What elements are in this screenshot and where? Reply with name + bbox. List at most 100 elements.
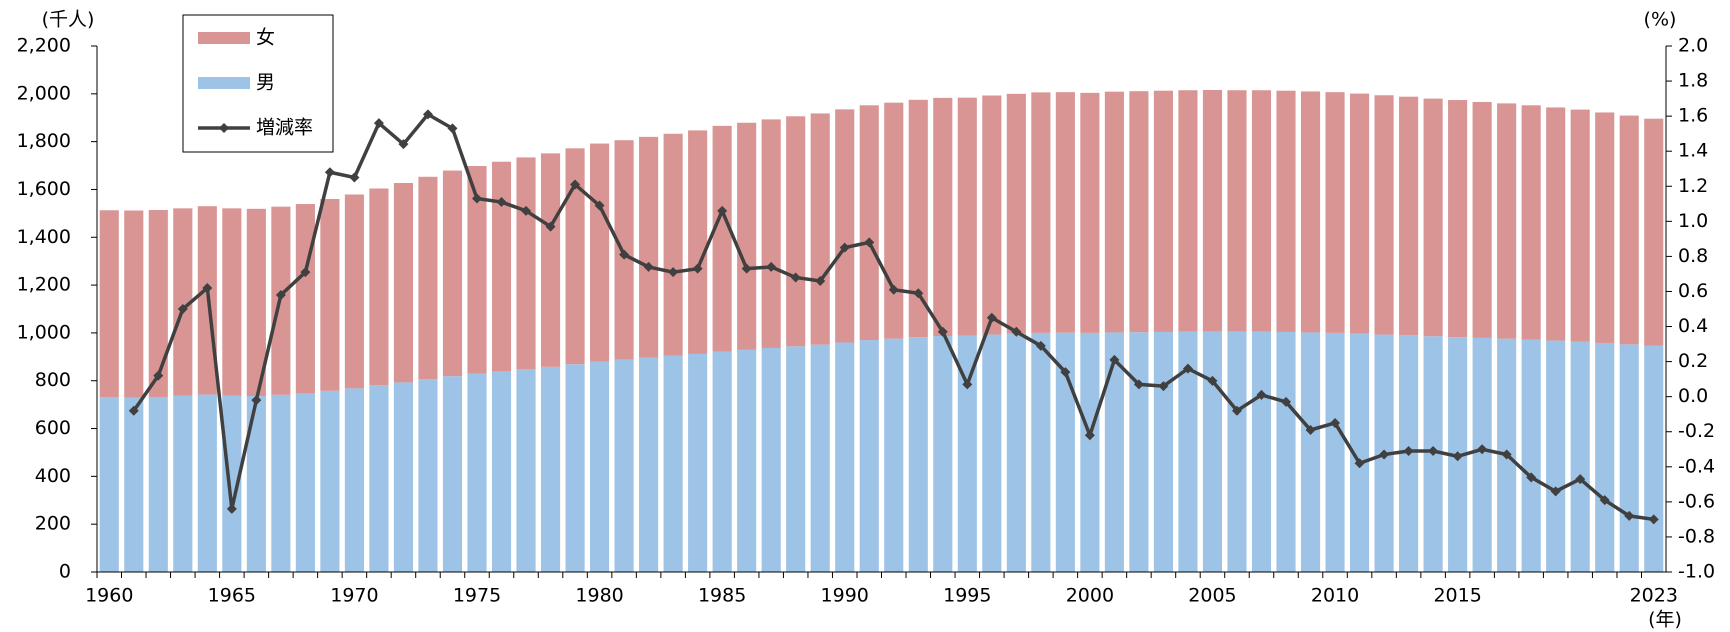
y2-tick-label: -1.0 (1678, 561, 1715, 583)
marker (545, 221, 556, 232)
y2-tick-label: -0.4 (1678, 455, 1715, 477)
x-tick-label: 1960 (85, 585, 133, 607)
bar (590, 361, 610, 572)
marker (888, 284, 899, 295)
bar (491, 161, 512, 372)
marker (202, 282, 213, 293)
x-tick-label: 1980 (575, 585, 623, 607)
bar (1178, 90, 1198, 332)
bar (540, 153, 561, 367)
marker (1084, 430, 1095, 441)
bar (1276, 331, 1296, 572)
marker (398, 139, 409, 150)
marker (496, 197, 507, 208)
marker (1133, 379, 1144, 390)
y2-tick-label: 0.2 (1678, 350, 1708, 372)
marker (1452, 451, 1463, 462)
bar (1325, 92, 1345, 333)
marker (177, 304, 188, 314)
bar (835, 342, 855, 572)
y-unit-label: (千人) (42, 9, 95, 31)
bar (933, 336, 953, 572)
bar (124, 210, 144, 398)
bar (99, 396, 119, 572)
marker (447, 123, 458, 134)
x-tick-label: 2015 (1433, 585, 1481, 607)
bar (246, 396, 266, 572)
bar (1251, 90, 1272, 332)
marker (986, 312, 997, 323)
bar (1619, 344, 1639, 572)
marker (668, 267, 679, 278)
legend-label: 男 (256, 72, 275, 94)
x-tick-label: 1995 (943, 585, 991, 607)
bar (1006, 333, 1026, 572)
bar (982, 95, 1002, 335)
y2-tick-label: 0.6 (1678, 280, 1708, 302)
bar (884, 102, 904, 339)
x-tick-label: 2000 (1066, 585, 1114, 607)
x-tick-label: 1985 (698, 585, 746, 607)
bar (810, 344, 830, 572)
y-tick-label: 1,000 (17, 321, 71, 343)
marker (300, 267, 311, 278)
bar (148, 210, 168, 397)
bar (295, 204, 315, 394)
bar (688, 353, 708, 572)
bar (1472, 337, 1492, 572)
bar (712, 125, 732, 352)
bar (1521, 339, 1541, 572)
bar (516, 157, 536, 370)
bar (1497, 103, 1517, 339)
bar (222, 208, 242, 396)
bar (590, 143, 610, 362)
bar (1644, 345, 1664, 572)
bar (369, 188, 389, 386)
bar (957, 97, 977, 336)
marker (1281, 396, 1292, 407)
marker (570, 179, 581, 190)
marker (1550, 486, 1561, 497)
marker (1354, 458, 1365, 469)
marker (1256, 389, 1267, 400)
bar (1570, 341, 1590, 572)
marker (1379, 449, 1390, 460)
y2-tick-label: -0.6 (1678, 490, 1715, 512)
marker (1403, 446, 1414, 457)
marker (324, 167, 335, 178)
bar (1006, 93, 1026, 334)
marker (839, 242, 850, 253)
bar (1595, 112, 1615, 343)
bar (1153, 331, 1173, 572)
marker (741, 263, 752, 274)
marker (1330, 417, 1341, 428)
marker (471, 193, 482, 204)
marker (128, 405, 139, 416)
y-tick-label: 600 (35, 417, 71, 439)
bar (712, 351, 732, 572)
marker (1109, 354, 1120, 365)
bar (1349, 333, 1370, 572)
bar (1448, 100, 1468, 338)
bar (197, 394, 217, 572)
bar (1472, 101, 1492, 338)
bar (393, 182, 414, 383)
bar (1619, 115, 1639, 345)
bar (1276, 90, 1296, 332)
legend-swatch (198, 77, 250, 89)
marker (937, 326, 948, 337)
marker (692, 263, 703, 274)
bar (173, 395, 193, 572)
bar (369, 385, 389, 572)
marker (153, 370, 164, 381)
bar (1202, 331, 1223, 572)
bar (393, 382, 414, 572)
bar (1325, 332, 1345, 572)
x-tick-label: 1975 (453, 585, 501, 607)
bar (222, 395, 242, 572)
bar (908, 337, 928, 572)
marker (1501, 449, 1512, 460)
bar (761, 347, 781, 572)
bar (1644, 118, 1664, 346)
bar (1374, 95, 1394, 335)
